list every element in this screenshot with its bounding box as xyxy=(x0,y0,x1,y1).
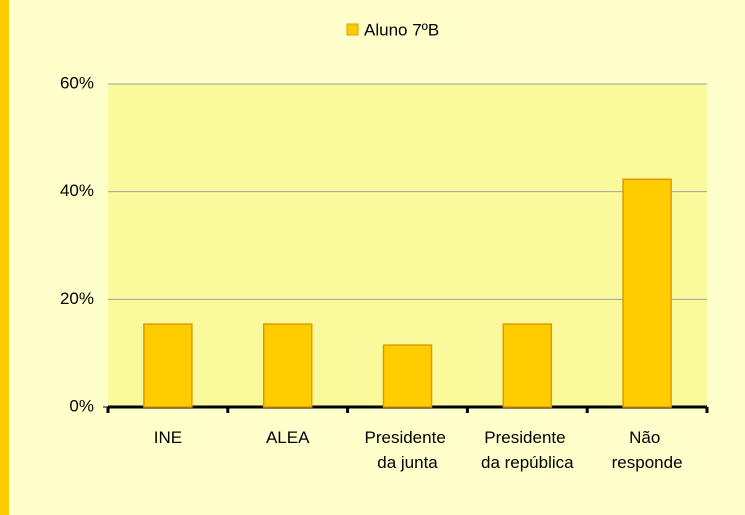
bar xyxy=(143,323,193,408)
legend-swatch xyxy=(346,23,359,36)
x-tick-label: Não responde xyxy=(612,428,683,472)
y-tick-label: 40% xyxy=(60,181,94,200)
x-tick-label: Presidente da república xyxy=(481,428,574,472)
legend-label: Aluno 7ºB xyxy=(364,20,439,39)
bar xyxy=(262,323,313,408)
bar xyxy=(622,178,672,408)
y-tick-label: 20% xyxy=(60,289,94,308)
x-tick-label: ALEA xyxy=(266,428,310,447)
bar xyxy=(382,344,433,408)
side-stripe xyxy=(0,0,9,515)
y-tick-label: 0% xyxy=(69,396,94,415)
x-tick-label: INE xyxy=(154,428,182,447)
bar xyxy=(502,323,553,408)
x-tick-label: Presidente da junta xyxy=(365,428,451,472)
y-tick-label: 60% xyxy=(60,73,94,92)
